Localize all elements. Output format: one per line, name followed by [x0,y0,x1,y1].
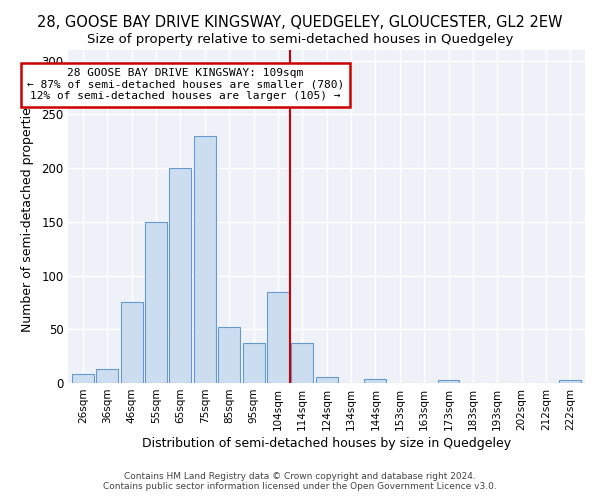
X-axis label: Distribution of semi-detached houses by size in Quedgeley: Distribution of semi-detached houses by … [142,437,511,450]
Bar [72,374,94,383]
Bar [559,380,581,383]
Y-axis label: Number of semi-detached properties: Number of semi-detached properties [21,101,34,332]
Bar [292,344,313,383]
Bar [364,379,386,383]
Bar [316,376,338,383]
Bar [194,136,216,383]
Text: 28, GOOSE BAY DRIVE KINGSWAY, QUEDGELEY, GLOUCESTER, GL2 2EW: 28, GOOSE BAY DRIVE KINGSWAY, QUEDGELEY,… [37,15,563,30]
Text: 28 GOOSE BAY DRIVE KINGSWAY: 109sqm
← 87% of semi-detached houses are smaller (7: 28 GOOSE BAY DRIVE KINGSWAY: 109sqm ← 87… [26,68,344,102]
Text: Contains HM Land Registry data © Crown copyright and database right 2024.
Contai: Contains HM Land Registry data © Crown c… [103,472,497,491]
Bar [218,327,240,383]
Bar [121,302,143,383]
Bar [267,292,289,383]
Bar [97,369,118,383]
Bar [145,222,167,383]
Bar [169,168,191,383]
Text: Size of property relative to semi-detached houses in Quedgeley: Size of property relative to semi-detach… [87,32,513,46]
Bar [437,380,460,383]
Bar [242,344,265,383]
